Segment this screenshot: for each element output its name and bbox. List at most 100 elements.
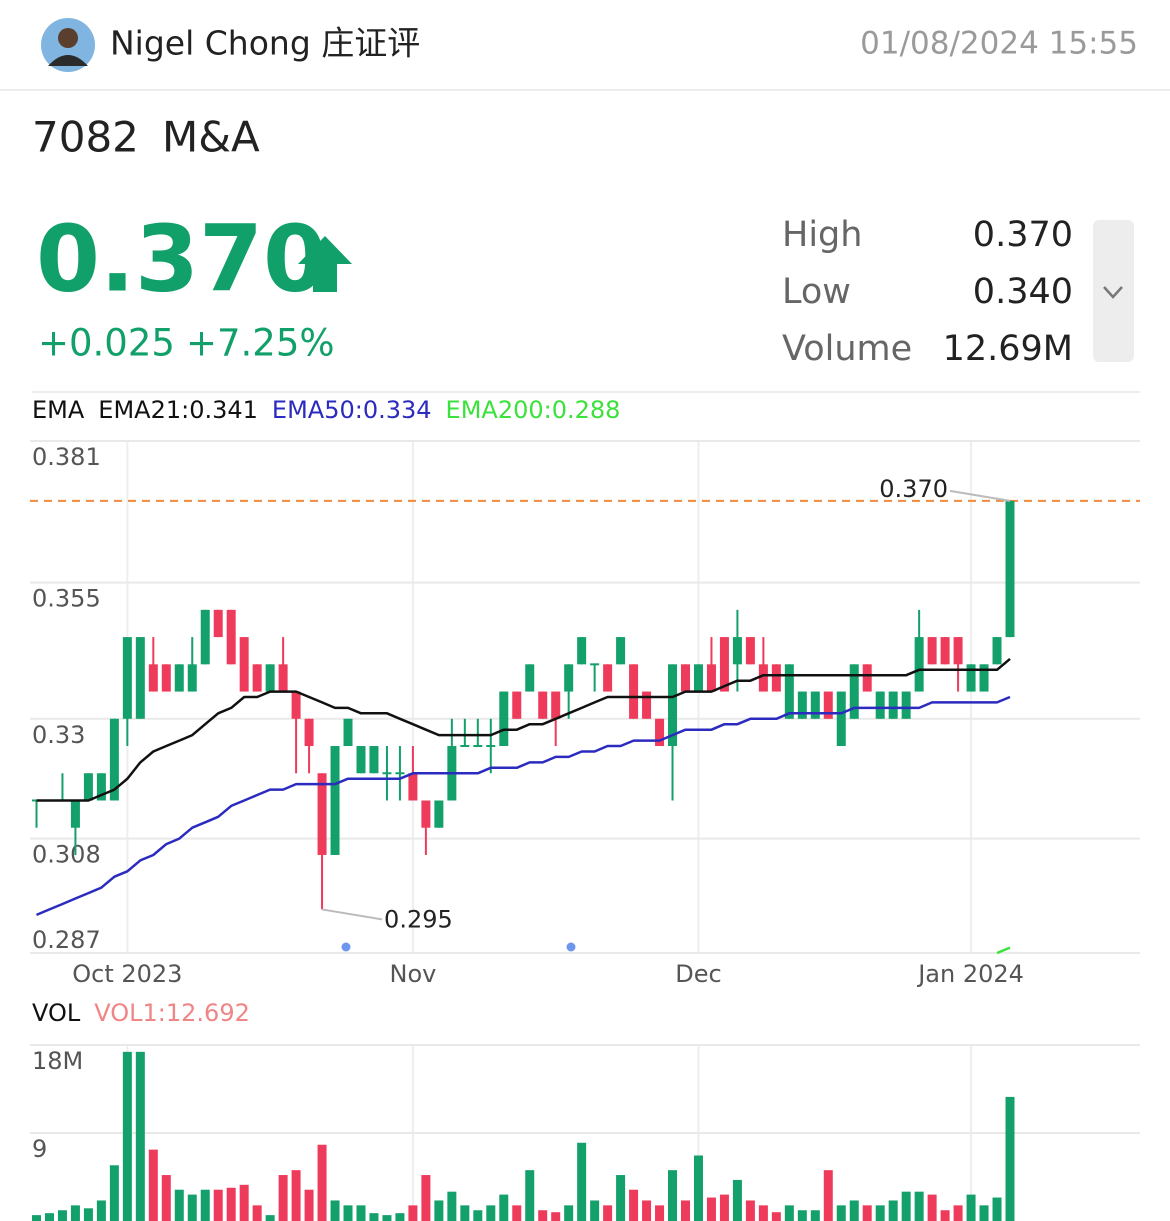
candle-body <box>486 745 496 748</box>
candle-body <box>83 773 93 801</box>
legend-entry: VOL1:12.692 <box>94 999 250 1027</box>
volume-bar <box>252 1205 262 1221</box>
candle-body <box>616 637 626 665</box>
volume-bar <box>278 1175 288 1221</box>
expand-bg <box>1093 220 1134 362</box>
chevron <box>1103 286 1123 299</box>
legend-entry: EMA50:0.334 <box>272 396 432 424</box>
volume-bar <box>525 1170 535 1221</box>
volume-bar <box>330 1200 340 1221</box>
low-label: 0.295 <box>384 905 453 933</box>
legend-entry: EMA200:0.288 <box>446 396 621 424</box>
change: +0.025 <box>38 322 175 365</box>
candle-body <box>629 664 639 719</box>
candle-body <box>564 664 574 692</box>
candle-body <box>382 772 392 775</box>
high-label: 0.370 <box>879 475 948 503</box>
y-tick-label: 0.308 <box>32 841 101 869</box>
candle-body <box>291 691 301 719</box>
volume-bar <box>875 1205 885 1221</box>
candle-body <box>161 664 171 692</box>
volume-bar <box>447 1191 457 1221</box>
candle-body <box>706 664 716 692</box>
candle-body <box>187 664 197 692</box>
volume-bar <box>382 1215 392 1221</box>
candle-body <box>421 800 431 828</box>
volume-bar <box>655 1205 665 1221</box>
change-percent: +7.25% <box>186 322 335 365</box>
y-tick-label: 0.287 <box>32 926 101 954</box>
volume-bar <box>70 1205 80 1221</box>
candle-body <box>512 691 522 719</box>
stat-label: High <box>782 215 862 255</box>
candle-body <box>109 718 119 801</box>
y-tick-label: 9 <box>32 1135 47 1163</box>
candle-body <box>888 691 898 719</box>
volume-bar <box>797 1210 807 1221</box>
volume-bar <box>966 1194 976 1221</box>
candle-body <box>31 799 41 802</box>
event-dot[interactable] <box>566 942 576 952</box>
volume-bar <box>758 1205 768 1221</box>
volume-bar <box>343 1205 353 1221</box>
candle-body <box>927 637 937 665</box>
volume-bar <box>304 1189 314 1221</box>
volume-bar <box>927 1194 937 1221</box>
volume-bar <box>992 1197 1002 1221</box>
volume-bar <box>499 1194 509 1221</box>
candle-body <box>265 664 275 692</box>
candle-body <box>810 691 820 719</box>
ema-line <box>36 695 1011 917</box>
candle-body <box>966 664 976 692</box>
x-tick-label: Nov <box>389 960 436 988</box>
avatar[interactable] <box>41 18 95 72</box>
y-tick-label: 18M <box>32 1047 83 1075</box>
candle-body <box>96 773 106 801</box>
ema-line <box>36 657 1011 802</box>
volume-bar <box>369 1213 379 1221</box>
candle-body <box>668 664 678 747</box>
volume-bar <box>83 1208 93 1221</box>
author-name[interactable]: Nigel Chong 庄证评 <box>110 24 420 63</box>
candle-body <box>771 664 781 692</box>
volume-bar <box>226 1187 236 1221</box>
candle-body <box>836 691 846 747</box>
expand-button[interactable] <box>1093 220 1134 362</box>
volume-bar <box>914 1191 924 1221</box>
candle-body <box>538 691 548 719</box>
volume-bar <box>161 1175 171 1221</box>
candle-body <box>551 691 561 719</box>
up-arrow <box>298 236 352 292</box>
volume-bar <box>265 1215 275 1221</box>
candle-body <box>122 637 132 719</box>
candle-body <box>252 664 262 692</box>
candle-body <box>797 691 807 719</box>
candle-body <box>953 637 963 665</box>
candle-body <box>849 664 859 719</box>
candle-body <box>680 664 690 692</box>
candle-body <box>434 800 444 828</box>
volume-bar <box>564 1205 574 1221</box>
candle-body <box>330 746 340 855</box>
volume-bar <box>109 1165 119 1221</box>
volume-bar <box>732 1179 742 1221</box>
volume-bar <box>434 1200 444 1221</box>
volume-bar <box>486 1205 496 1221</box>
volume-bar <box>512 1205 522 1221</box>
y-tick-label: 0.355 <box>32 585 101 613</box>
candle-body <box>758 664 768 692</box>
price: 0.370 <box>36 205 327 312</box>
volume-bar <box>317 1144 327 1221</box>
candle-body <box>590 663 600 666</box>
volume-bar <box>940 1210 950 1221</box>
volume-bar <box>96 1200 106 1221</box>
candle-body <box>823 691 833 719</box>
volume-bar <box>784 1205 794 1221</box>
candle-body <box>343 718 353 747</box>
event-dot[interactable] <box>341 942 351 952</box>
volume-bar <box>213 1189 223 1221</box>
volume-bar <box>745 1200 755 1221</box>
volume-bar <box>356 1205 366 1221</box>
candle-body <box>317 773 327 855</box>
